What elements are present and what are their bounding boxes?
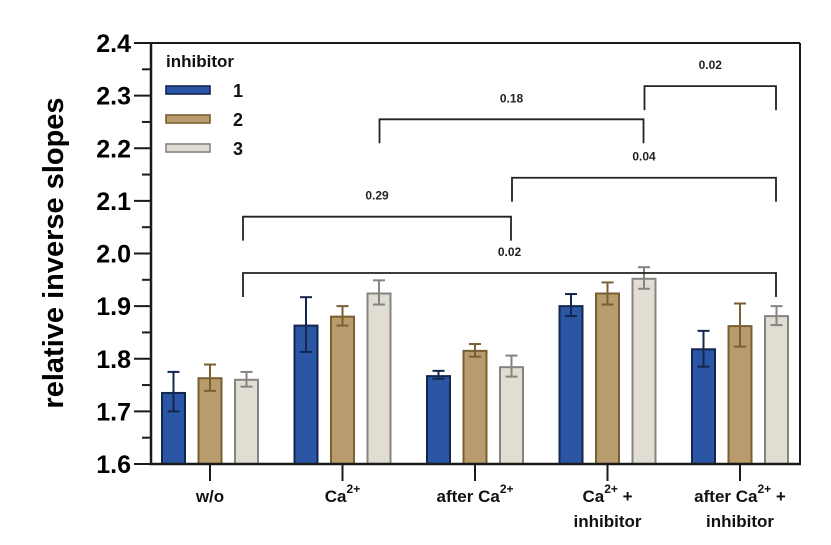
bar-series-2-cat-3 bbox=[595, 292, 620, 465]
legend-item-1: 1 bbox=[165, 81, 243, 101]
error-bar-series-3-cat-2 bbox=[505, 354, 518, 378]
x-tick-label-suffix: + bbox=[771, 487, 786, 506]
error-bar-series-1-cat-3 bbox=[565, 293, 577, 318]
bar-series-3-cat-0 bbox=[234, 378, 259, 465]
bar-series-1-cat-2 bbox=[426, 375, 451, 465]
x-tick-label: Ca2+ + bbox=[582, 482, 632, 506]
legend-swatch bbox=[165, 114, 211, 124]
error-bar-series-3-cat-4 bbox=[770, 305, 783, 327]
legend-label: 3 bbox=[233, 139, 243, 159]
x-tick-label-suffix: + bbox=[618, 487, 633, 506]
bracket-line bbox=[378, 118, 645, 144]
x-tick-label: w/o bbox=[195, 487, 224, 506]
error-bar-series-1-cat-0 bbox=[167, 370, 180, 413]
bracket-line bbox=[242, 215, 512, 241]
y-tick-label: 2.0 bbox=[96, 241, 131, 269]
y-tick-label: 1.9 bbox=[96, 293, 131, 321]
x-tick-label-superscript: 2+ bbox=[757, 482, 771, 496]
legend-item-2: 2 bbox=[165, 110, 243, 130]
error-bar-series-3-cat-0 bbox=[240, 370, 253, 388]
bracket-line bbox=[511, 176, 777, 202]
error-bar-series-1-cat-2 bbox=[432, 369, 445, 380]
bar-series-3-cat-3 bbox=[631, 277, 657, 466]
p-value-label: 0.02 bbox=[498, 245, 522, 259]
x-tick-label-text: after Ca bbox=[694, 487, 758, 506]
error-bar-series-3-cat-3 bbox=[638, 266, 650, 290]
legend-item-3: 3 bbox=[165, 139, 243, 159]
bar-series-1-cat-3 bbox=[558, 305, 584, 465]
x-tick-label: after Ca2+ bbox=[437, 482, 514, 506]
x-tick-label-superscript: 2+ bbox=[500, 482, 514, 496]
x-tick-label-superscript: 2+ bbox=[347, 482, 361, 496]
x-tick-label-superscript: 2+ bbox=[604, 482, 618, 496]
y-tick-label: 2.3 bbox=[96, 83, 131, 111]
error-bar-series-1-cat-1 bbox=[300, 296, 312, 353]
error-bar-series-2-cat-3 bbox=[601, 281, 614, 306]
significance-bracket: 0.02 bbox=[643, 58, 777, 111]
x-tick-label-text: w/o bbox=[195, 487, 224, 506]
legend: inhibitor 1 2 3 bbox=[165, 52, 243, 159]
x-tick-label: after Ca2+ + bbox=[694, 482, 786, 506]
x-tick-label-text: after Ca bbox=[437, 487, 501, 506]
axes: 1.61.71.81.92.02.12.22.32.4w/o Ca2+ after … bbox=[96, 30, 801, 531]
bar-series-2-cat-1 bbox=[330, 315, 355, 465]
x-tick-label-text: inhibitor bbox=[706, 512, 774, 531]
p-value-label: 0.29 bbox=[365, 189, 389, 203]
p-value-label: 0.02 bbox=[699, 58, 723, 72]
x-tick-label-text: Ca bbox=[582, 487, 604, 506]
y-tick-label: 2.4 bbox=[96, 30, 131, 58]
bracket-line bbox=[643, 85, 777, 111]
error-bar-series-2-cat-4 bbox=[734, 302, 746, 348]
legend-swatch bbox=[165, 143, 211, 153]
error-bar-series-2-cat-0 bbox=[204, 363, 216, 392]
legend-label: 2 bbox=[233, 110, 243, 130]
x-tick-label: inhibitor bbox=[574, 512, 642, 531]
legend-label: 1 bbox=[233, 81, 243, 101]
error-bar-series-3-cat-1 bbox=[373, 279, 385, 306]
y-axis-label: relative inverse slopes bbox=[38, 97, 70, 408]
bar-series-3-cat-4 bbox=[764, 315, 789, 465]
significance-bracket: 0.04 bbox=[511, 150, 777, 202]
legend-title: inhibitor bbox=[166, 52, 234, 71]
p-value-label: 0.04 bbox=[632, 150, 656, 164]
error-bar-series-2-cat-2 bbox=[469, 343, 481, 358]
y-tick-label: 1.6 bbox=[96, 451, 131, 479]
significance-bracket: 0.29 bbox=[242, 189, 512, 241]
y-tick-label: 2.1 bbox=[96, 188, 131, 216]
bracket-line bbox=[242, 272, 777, 297]
legend-swatch bbox=[165, 85, 211, 95]
significance-brackets: 0.02 0.18 0.04 0.29 0.02 bbox=[242, 58, 777, 297]
error-bars-layer bbox=[167, 266, 783, 413]
x-tick-label-text: inhibitor bbox=[574, 512, 642, 531]
x-tick-label: inhibitor bbox=[706, 512, 774, 531]
error-bar-series-1-cat-4 bbox=[697, 329, 710, 368]
significance-bracket: 0.18 bbox=[378, 91, 645, 144]
x-tick-label: Ca2+ bbox=[325, 482, 360, 506]
bar-series-3-cat-1 bbox=[366, 292, 392, 465]
bars-layer bbox=[161, 277, 789, 466]
error-bar-series-2-cat-1 bbox=[336, 305, 349, 327]
p-value-label: 0.18 bbox=[500, 91, 524, 105]
y-tick-label: 1.8 bbox=[96, 346, 131, 374]
y-tick-label: 2.2 bbox=[96, 135, 131, 163]
significance-bracket: 0.02 bbox=[242, 245, 777, 297]
bar-series-2-cat-2 bbox=[462, 349, 488, 466]
y-tick-label: 1.7 bbox=[96, 398, 131, 426]
x-tick-label-text: Ca bbox=[325, 487, 347, 506]
bar-series-3-cat-2 bbox=[499, 366, 524, 466]
